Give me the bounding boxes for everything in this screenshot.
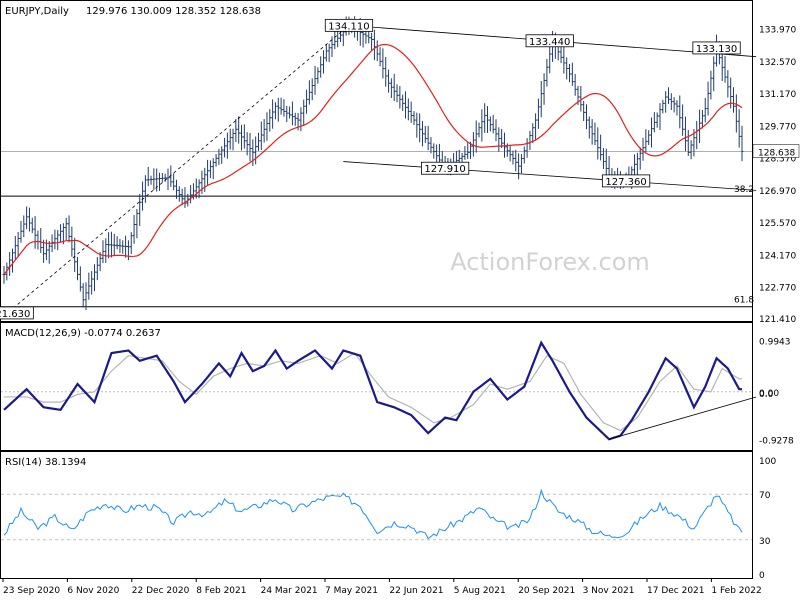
price-ytick-label: 122.770 — [759, 284, 796, 294]
annotation-text: 133.440 — [529, 37, 570, 48]
rsi-ytick-label: 70 — [759, 491, 771, 501]
trendline — [343, 161, 757, 191]
xtick-label: 24 Mar 2021 — [261, 586, 318, 596]
rsi-ytick-label: 30 — [759, 537, 771, 547]
macd-ytick-label: 0.0 — [759, 390, 774, 400]
annotation-text: 134.110 — [328, 21, 369, 32]
annotation-box — [692, 41, 741, 55]
rsi-title: RSI(14) 38.1394 — [5, 457, 86, 468]
axis-layer: 133.970 132.570 131.170 129.770 128.370 126.9… — [2, 26, 800, 596]
rsi-layer — [1, 488, 752, 541]
macd-ytick-label: 0.9943 — [759, 337, 791, 347]
fib-label: 61.8 — [734, 296, 754, 306]
xtick-label: 3 Nov 2021 — [583, 586, 635, 596]
current-price-tag: 128.638 — [752, 144, 800, 158]
macd-signal-line — [4, 352, 742, 432]
xtick-label: 20 Sep 2021 — [518, 586, 575, 596]
annotation-box — [0, 306, 34, 320]
moving-average-line — [3, 43, 743, 275]
xtick-label: 8 Feb 2021 — [196, 586, 246, 596]
ohlc-header: 129.976 130.009 128.352 128.638 — [86, 6, 261, 17]
watermark: ActionForex.com — [450, 248, 650, 276]
price-ytick-label: 132.570 — [759, 58, 796, 68]
annotation-text: 121.630 — [0, 309, 30, 320]
macd-title: MACD(12,26,9) -0.0774 0.2637 — [5, 328, 161, 339]
price-ytick-label: 129.770 — [759, 122, 796, 132]
price-annotation: 127.910 — [421, 161, 470, 175]
price-ytick-label: 121.410 — [759, 315, 796, 325]
annotation-text: 127.910 — [424, 164, 465, 175]
price-layer: 38.2 61.8 134.110 133.440 133.130 127.910 127.… — [0, 16, 757, 320]
annotation-box — [601, 174, 651, 188]
xtick-label: 22 Dec 2020 — [132, 586, 190, 596]
price-title: EURJPY,Daily — [5, 6, 69, 17]
xtick-label: 17 Dec 2021 — [647, 586, 705, 596]
rsi-line — [3, 488, 743, 540]
price-panel-frame — [0, 0, 753, 322]
xtick-label: 5 Aug 2021 — [454, 586, 506, 596]
price-ytick-label: 125.570 — [759, 219, 796, 229]
rsi-panel-frame — [0, 451, 753, 579]
macd-layer — [1, 340, 757, 441]
xtick-label: 23 Sep 2020 — [3, 586, 60, 596]
current-price-text: 128.638 — [758, 148, 795, 158]
annotation-box — [525, 34, 574, 48]
annotation-text: 127.360 — [605, 177, 646, 188]
fib-label: 38.2 — [734, 185, 754, 195]
rsi-ytick-label: 0 — [759, 571, 765, 581]
macd-ytick-label: 0.00 — [759, 389, 779, 399]
price-annotation: 134.110 — [324, 18, 374, 32]
price-ytick-label: 131.170 — [759, 90, 796, 100]
macd-line — [3, 340, 742, 441]
annotation-box — [324, 18, 374, 32]
price-ytick-label: 133.970 — [759, 26, 796, 36]
xtick-label: 22 Jun 2021 — [389, 586, 443, 596]
macd-panel-frame — [0, 322, 753, 451]
xtick-label: 1 Feb 2022 — [711, 586, 761, 596]
annotation-text: 133.130 — [696, 44, 737, 55]
macd-ytick-label: -0.9278 — [759, 437, 794, 447]
price-annotation: 127.360 — [601, 174, 651, 188]
price-ytick-label: 128.370 — [759, 155, 796, 165]
rsi-ytick-label: 100 — [759, 457, 776, 467]
price-annotation: 133.440 — [525, 34, 574, 48]
xtick-label: 7 May 2021 — [325, 586, 378, 596]
price-annotation: 121.630 — [0, 306, 34, 320]
price-ytick-label: 124.170 — [759, 251, 796, 261]
current-price-box — [752, 144, 800, 158]
price-annotation: 133.130 — [692, 41, 741, 55]
xtick-label: 6 Nov 2020 — [67, 586, 119, 596]
trendline — [3, 25, 350, 317]
annotation-box — [421, 161, 470, 175]
macd-trendline — [608, 396, 757, 440]
price-ytick-label: 126.970 — [759, 187, 796, 197]
